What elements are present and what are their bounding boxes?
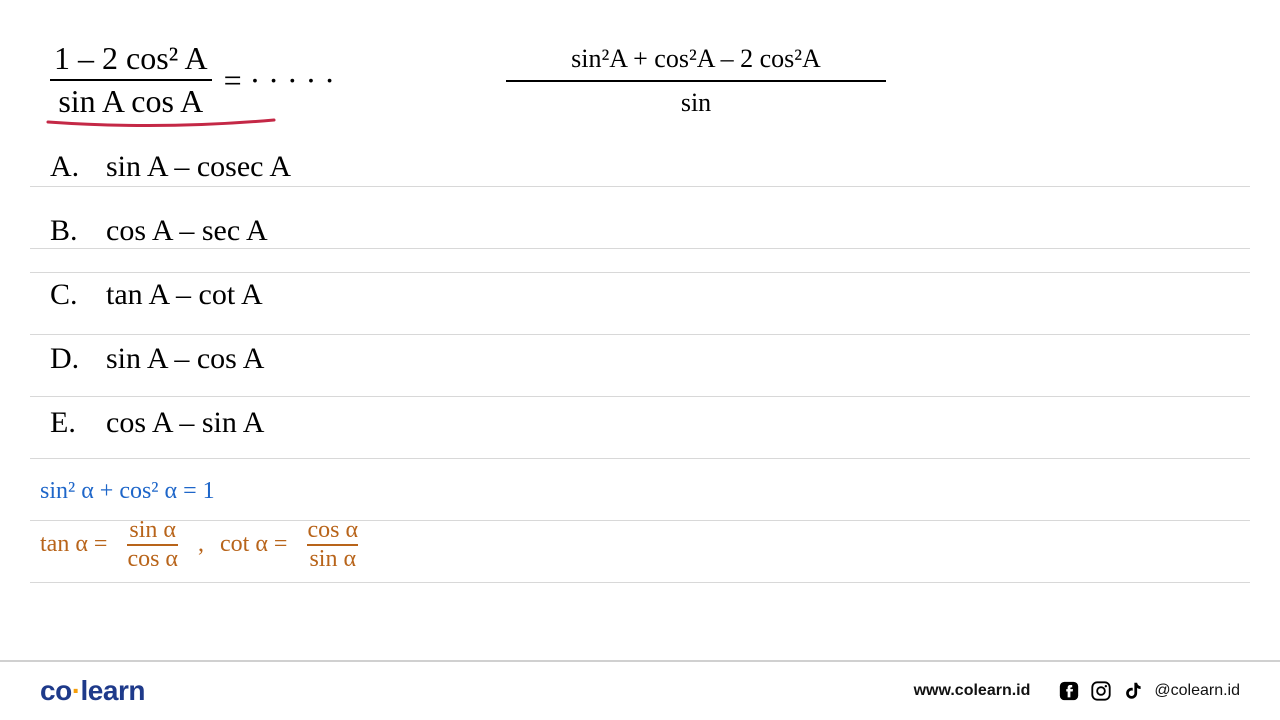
tan-den: cos α — [127, 546, 178, 573]
note-separator: , — [198, 531, 204, 558]
logo-co: co — [40, 675, 72, 706]
note-tan-cot: tan α = sin α cos α , cot α = cos α sin … — [40, 517, 362, 573]
logo-dot: · — [72, 675, 81, 706]
problem-denominator: sin A cos A — [54, 81, 207, 120]
choice-text: cos A – sec A — [106, 214, 268, 248]
cot-num: cos α — [307, 517, 358, 544]
problem-equation: 1 – 2 cos² A sin A cos A = · · · · · — [50, 40, 335, 120]
tan-label: tan α = — [40, 531, 107, 558]
tan-num: sin α — [129, 517, 176, 544]
answer-choices: A. sin A – cosec A B. cos A – sec A C. t… — [50, 150, 1230, 440]
choice-letter: B. — [50, 214, 80, 248]
footer: co·learn www.colearn.id @colearn.id — [0, 660, 1280, 720]
problem-numerator: 1 – 2 cos² A — [50, 40, 212, 79]
cot-label: cot α = — [220, 531, 287, 558]
choice-text: sin A – cos A — [106, 342, 264, 376]
identity-notes: sin² α + cos² α = 1 tan α = sin α cos α … — [40, 478, 362, 573]
hw-denominator: sin — [681, 88, 711, 118]
hw-numerator: sin²A + cos²A – 2 cos²A — [571, 44, 821, 74]
choice-b: B. cos A – sec A — [50, 214, 1230, 248]
instagram-icon — [1090, 680, 1112, 702]
choice-letter: C. — [50, 278, 80, 312]
choice-a: A. sin A – cosec A — [50, 150, 1230, 184]
choice-letter: A. — [50, 150, 80, 184]
choice-e: E. cos A – sin A — [50, 406, 1230, 440]
logo-learn: learn — [81, 675, 145, 706]
footer-url: www.colearn.id — [914, 682, 1031, 700]
note-pythagorean: sin² α + cos² α = 1 — [40, 478, 362, 505]
choice-text: sin A – cosec A — [106, 150, 291, 184]
choice-d: D. sin A – cos A — [50, 342, 1230, 376]
choice-c: C. tan A – cot A — [50, 278, 1230, 312]
colearn-logo: co·learn — [40, 675, 145, 707]
choice-text: cos A – sin A — [106, 406, 264, 440]
footer-handle: @colearn.id — [1154, 682, 1240, 700]
choice-letter: E. — [50, 406, 80, 440]
underline-red — [46, 116, 276, 130]
cot-den: sin α — [309, 546, 356, 573]
tiktok-icon — [1122, 680, 1144, 702]
handwriting-work: sin²A + cos²A – 2 cos²A sin — [506, 44, 886, 118]
equals-dots: = · · · · · — [224, 62, 335, 99]
facebook-icon — [1058, 680, 1080, 702]
choice-letter: D. — [50, 342, 80, 376]
choice-text: tan A – cot A — [106, 278, 263, 312]
